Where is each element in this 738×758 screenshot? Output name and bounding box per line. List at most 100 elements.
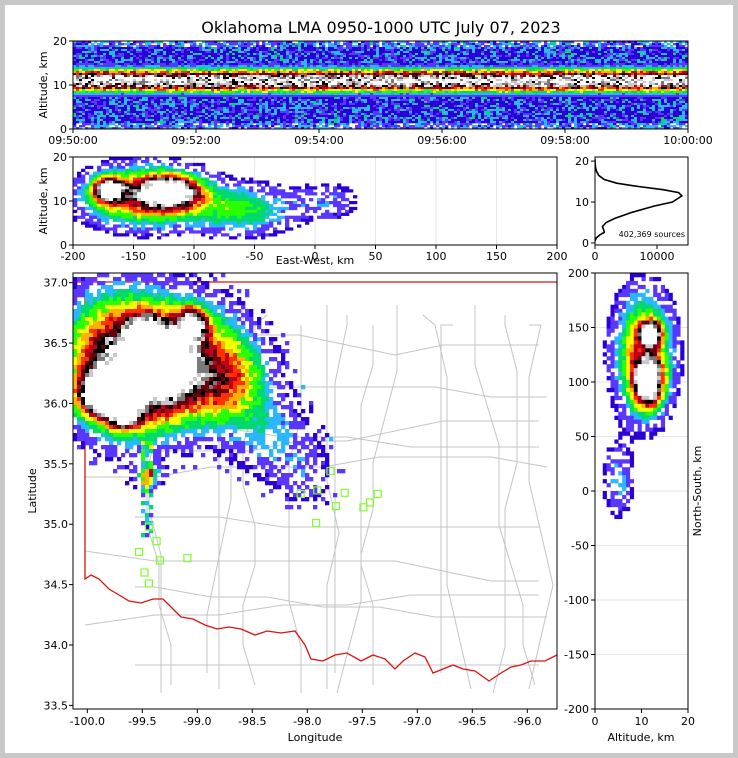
time-altitude-cell bbox=[619, 65, 623, 68]
time-altitude-cell bbox=[550, 49, 554, 52]
time-altitude-cell bbox=[481, 43, 485, 46]
time-altitude-cell bbox=[487, 89, 491, 92]
time-altitude-cell bbox=[430, 43, 434, 46]
time-altitude-cell bbox=[175, 43, 179, 46]
time-altitude-cell bbox=[313, 43, 317, 46]
time-altitude-cell bbox=[442, 89, 446, 92]
time-altitude-cell bbox=[262, 85, 266, 88]
time-altitude-cell bbox=[568, 77, 572, 80]
time-altitude-cell bbox=[652, 49, 656, 52]
time-altitude-cell bbox=[352, 73, 356, 76]
time-altitude-cell bbox=[304, 89, 308, 92]
time-altitude-cell bbox=[556, 75, 560, 78]
time-altitude-cell bbox=[217, 87, 221, 90]
time-altitude-cell bbox=[652, 61, 656, 64]
time-altitude-cell bbox=[148, 89, 152, 92]
time-altitude-cell bbox=[412, 57, 416, 60]
time-altitude-cell bbox=[613, 53, 617, 56]
time-altitude-cell bbox=[238, 69, 242, 72]
time-altitude-cell bbox=[73, 79, 77, 82]
time-altitude-cell bbox=[178, 51, 182, 54]
time-altitude-cell bbox=[118, 89, 122, 92]
time-altitude-cell bbox=[565, 89, 569, 92]
time-altitude-cell bbox=[154, 79, 158, 82]
time-altitude-cell bbox=[265, 53, 269, 56]
time-altitude-cell bbox=[502, 53, 506, 56]
time-altitude-cell bbox=[616, 49, 620, 52]
time-altitude-cell bbox=[496, 53, 500, 56]
time-altitude-cell bbox=[316, 87, 320, 90]
time-altitude-cell bbox=[568, 51, 572, 54]
time-altitude-cell bbox=[247, 89, 251, 92]
time-altitude-cell bbox=[151, 67, 155, 70]
time-altitude-cell bbox=[382, 41, 386, 44]
time-altitude-cell bbox=[307, 47, 311, 50]
time-altitude-cell bbox=[127, 71, 131, 74]
time-altitude-cell bbox=[679, 65, 683, 68]
time-altitude-cell bbox=[364, 51, 368, 54]
time-altitude-cell bbox=[394, 75, 398, 78]
time-altitude-cell bbox=[139, 45, 143, 48]
time-altitude-cell bbox=[553, 71, 557, 74]
time-altitude-cell bbox=[616, 41, 620, 44]
time-altitude-cell bbox=[268, 63, 272, 66]
time-altitude-cell bbox=[316, 55, 320, 58]
time-altitude-cell bbox=[592, 51, 596, 54]
time-altitude-cell bbox=[631, 89, 635, 92]
time-altitude-cell bbox=[550, 83, 554, 86]
time-altitude-cell bbox=[331, 53, 335, 56]
time-altitude-cell bbox=[310, 49, 314, 52]
time-altitude-cell bbox=[223, 67, 227, 70]
time-altitude-cell bbox=[316, 89, 320, 92]
time-altitude-cell bbox=[175, 71, 179, 74]
time-altitude-cell bbox=[301, 75, 305, 78]
time-altitude-cell bbox=[148, 71, 152, 74]
time-altitude-cell bbox=[205, 89, 209, 92]
time-altitude-cell bbox=[109, 59, 113, 62]
time-altitude-cell bbox=[370, 63, 374, 66]
time-altitude-cell bbox=[604, 49, 608, 52]
time-altitude-cell bbox=[355, 69, 359, 72]
time-altitude-cell bbox=[157, 49, 161, 52]
time-altitude-cell bbox=[286, 83, 290, 86]
time-altitude-cell bbox=[631, 69, 635, 72]
time-altitude-cell bbox=[610, 47, 614, 50]
time-altitude-cell bbox=[349, 83, 353, 86]
time-altitude-cell bbox=[184, 59, 188, 62]
time-altitude-cell bbox=[82, 65, 86, 68]
time-altitude-cell bbox=[535, 83, 539, 86]
time-altitude-cell bbox=[133, 89, 137, 92]
time-altitude-cell bbox=[124, 75, 128, 78]
time-altitude-cell bbox=[121, 47, 125, 50]
time-altitude-cell bbox=[586, 47, 590, 50]
time-altitude-cell bbox=[241, 77, 245, 80]
time-altitude-cell bbox=[478, 89, 482, 92]
time-altitude-cell bbox=[466, 41, 470, 44]
time-altitude-cell bbox=[355, 75, 359, 78]
time-altitude-cell bbox=[442, 55, 446, 58]
time-altitude-cell bbox=[367, 51, 371, 54]
time-altitude-cell bbox=[79, 49, 83, 52]
time-altitude-cell bbox=[238, 55, 242, 58]
time-altitude-cell bbox=[457, 49, 461, 52]
time-altitude-cell bbox=[79, 63, 83, 66]
time-altitude-cell bbox=[487, 81, 491, 84]
time-altitude-cell bbox=[235, 71, 239, 74]
time-altitude-cell bbox=[439, 69, 443, 72]
time-altitude-cell bbox=[601, 55, 605, 58]
time-altitude-cell bbox=[598, 71, 602, 74]
time-altitude-cell bbox=[277, 51, 281, 54]
time-altitude-cell bbox=[676, 73, 680, 76]
time-altitude-cell bbox=[76, 73, 80, 76]
time-altitude-cell bbox=[160, 67, 164, 70]
time-altitude-cell bbox=[235, 49, 239, 52]
time-altitude-cell bbox=[178, 75, 182, 78]
time-altitude-cell bbox=[427, 73, 431, 76]
time-altitude-cell bbox=[622, 65, 626, 68]
time-altitude-cell bbox=[469, 47, 473, 50]
time-altitude-cell bbox=[490, 75, 494, 78]
time-altitude-cell bbox=[121, 53, 125, 56]
time-altitude-cell bbox=[643, 55, 647, 58]
time-altitude-cell bbox=[214, 73, 218, 76]
time-altitude-cell bbox=[238, 85, 242, 88]
